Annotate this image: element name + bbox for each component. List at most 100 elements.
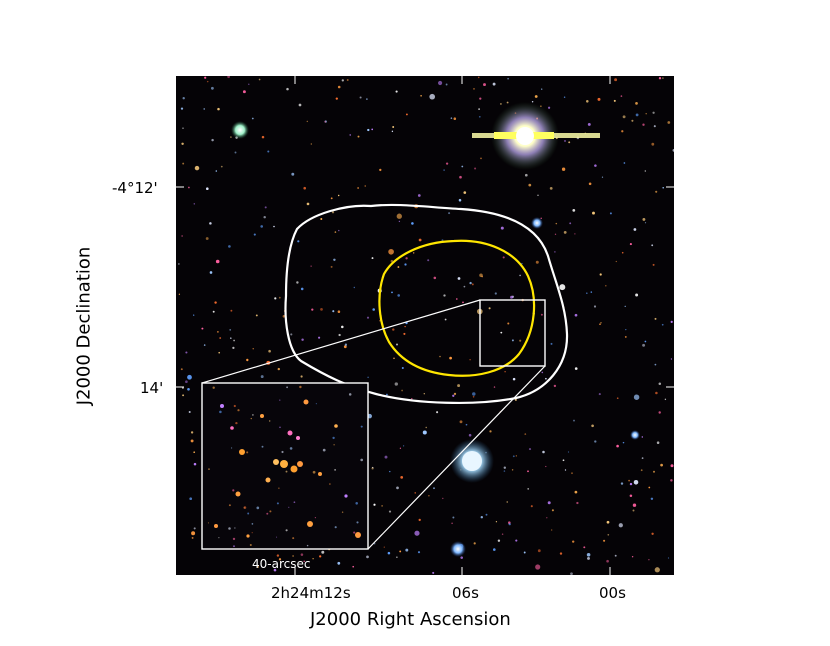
- field-star: [457, 277, 461, 280]
- field-star: [455, 298, 458, 300]
- field-star: [569, 222, 572, 225]
- field-star: [433, 487, 435, 490]
- inset-faint-source: [314, 517, 316, 519]
- field-star: [620, 95, 623, 97]
- field-star: [230, 337, 232, 339]
- field-star: [433, 276, 437, 280]
- field-star: [397, 294, 401, 297]
- field-star: [670, 358, 673, 360]
- field-star: [399, 447, 402, 449]
- field-star: [188, 410, 191, 414]
- field-star: [497, 539, 501, 542]
- inset-source: [265, 477, 271, 483]
- field-star: [188, 186, 190, 189]
- field-star: [632, 509, 635, 512]
- field-star: [178, 293, 181, 295]
- field-star: [319, 555, 322, 558]
- field-star: [344, 343, 348, 346]
- field-star: [549, 187, 553, 190]
- inset-faint-source: [212, 386, 215, 389]
- field-star: [553, 384, 557, 388]
- field-star: [251, 117, 254, 120]
- field-star: [527, 488, 530, 490]
- field-star: [427, 259, 430, 262]
- inset-faint-source: [312, 470, 316, 474]
- field-star: [537, 194, 539, 196]
- field-star: [260, 225, 264, 228]
- inset-faint-source: [233, 404, 236, 408]
- field-star: [405, 113, 408, 116]
- field-star: [473, 88, 475, 90]
- field-star: [616, 444, 619, 448]
- inset-source: [287, 430, 293, 436]
- field-star: [201, 327, 204, 330]
- field-star: [210, 86, 214, 90]
- field-star: [603, 539, 606, 542]
- field-star: [311, 308, 314, 311]
- field-star: [515, 539, 518, 542]
- field-star: [591, 424, 594, 428]
- field-star: [182, 394, 185, 397]
- field-star: [478, 108, 480, 110]
- field-star: [488, 307, 491, 310]
- field-star: [267, 150, 270, 153]
- field-star: [278, 558, 282, 561]
- zoom-region-box: [479, 299, 546, 367]
- inset-faint-source: [333, 444, 335, 446]
- field-star: [477, 76, 480, 79]
- field-star: [594, 164, 597, 167]
- inset-faint-source: [334, 469, 336, 471]
- field-star: [641, 457, 644, 459]
- x-tick-label-1: 06s: [452, 584, 479, 602]
- y-tick-label-0: -4°12': [112, 179, 158, 197]
- inset-source: [235, 491, 241, 497]
- field-star: [653, 470, 655, 473]
- field-star: [564, 140, 566, 142]
- field-star: [343, 345, 347, 349]
- field-star: [432, 571, 435, 574]
- field-star: [469, 281, 472, 285]
- inset-faint-source: [281, 450, 284, 454]
- field-star: [324, 121, 326, 123]
- field-star: [472, 392, 476, 396]
- field-star: [321, 550, 325, 554]
- field-star: [185, 380, 188, 384]
- field-star: [337, 310, 341, 313]
- field-star: [601, 176, 604, 178]
- field-star: [182, 97, 185, 100]
- field-star: [189, 497, 193, 501]
- field-star: [606, 520, 610, 524]
- field-star: [506, 101, 509, 104]
- field-star: [499, 102, 502, 105]
- field-star: [651, 142, 655, 146]
- field-star: [206, 187, 209, 190]
- field-star: [373, 503, 376, 506]
- inset-source: [280, 460, 288, 468]
- field-star: [471, 283, 474, 286]
- field-star: [588, 182, 592, 186]
- field-star: [310, 143, 312, 145]
- field-star: [441, 239, 444, 242]
- field-star: [614, 554, 617, 557]
- field-star: [606, 559, 609, 563]
- field-star: [273, 568, 277, 572]
- field-star: [652, 263, 655, 266]
- inset-faint-source: [228, 504, 231, 507]
- field-star: [420, 94, 422, 97]
- inset-source: [355, 532, 361, 538]
- blue-star-mid: [531, 217, 543, 229]
- field-star: [622, 115, 626, 119]
- field-star: [652, 111, 655, 114]
- field-star: [338, 229, 340, 232]
- field-star: [209, 222, 212, 225]
- field-star: [429, 93, 436, 100]
- field-star: [519, 339, 522, 342]
- field-star: [190, 431, 194, 434]
- field-star: [500, 226, 504, 230]
- field-star: [642, 123, 645, 126]
- field-star: [624, 335, 627, 338]
- field-star: [631, 555, 634, 558]
- field-star: [193, 451, 196, 454]
- field-star: [546, 517, 548, 519]
